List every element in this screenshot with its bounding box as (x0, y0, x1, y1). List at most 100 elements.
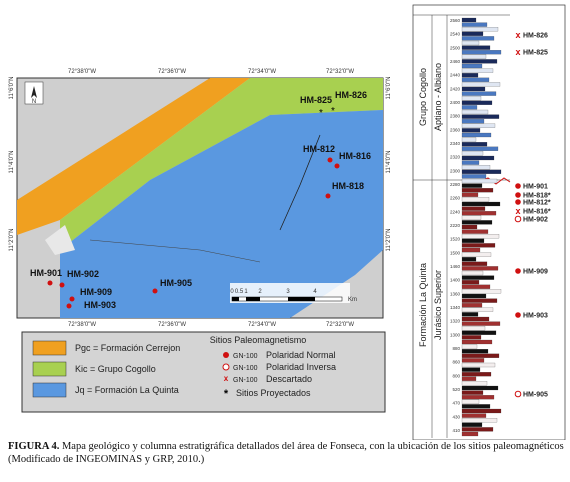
unit-name: Formación La Quinta (418, 263, 428, 347)
bed (461, 17, 477, 23)
site-marker (514, 390, 522, 398)
bed (461, 165, 491, 170)
scale-label: 0.5 (235, 289, 244, 295)
bed (461, 77, 490, 82)
symbol-discarded: x (224, 374, 229, 383)
bed (461, 326, 486, 331)
bed (461, 114, 500, 119)
alluvium (45, 225, 75, 255)
bed (461, 27, 499, 32)
bed (461, 215, 482, 220)
bed (461, 109, 489, 115)
bed (461, 349, 489, 354)
site-marker (69, 296, 75, 302)
scale-label: 2 (258, 289, 262, 295)
swatch (32, 340, 67, 356)
site-marker (514, 215, 522, 223)
legend-unit: Jq = Formación La Quinta (75, 385, 179, 395)
legend-code: GN-100 (233, 365, 258, 372)
scale-unit: Km (348, 297, 357, 303)
strat-column: Grupo Cogollo Aptiano - Albiano Formació… (412, 4, 566, 441)
bed (461, 252, 492, 257)
north-arrow (31, 86, 37, 98)
legend-box (21, 331, 386, 413)
bed (461, 86, 486, 92)
bed (461, 183, 483, 188)
site-marker (325, 193, 331, 199)
legend-code: GN-100 (233, 353, 258, 360)
depth-label: 2240 (450, 209, 461, 214)
scale-seg (246, 297, 260, 301)
site-label: HM-816 (339, 151, 371, 161)
depth-label: 2380 (450, 114, 461, 119)
bed (461, 119, 485, 124)
site-marker (334, 163, 340, 169)
legend-text: Polaridad Inversa (266, 362, 336, 372)
bed (461, 247, 481, 253)
site-label: HM-905 (160, 278, 192, 288)
bed (461, 367, 481, 372)
scale-label: 1 (244, 289, 248, 295)
bed (461, 132, 492, 138)
bed (461, 31, 484, 36)
bed (461, 211, 497, 216)
column-site-label: HM-818* (523, 193, 551, 200)
depth-label: 1460 (450, 264, 461, 269)
bed (461, 63, 483, 69)
bed (461, 137, 477, 142)
coord-label: 72°34'0"W (248, 322, 276, 328)
bed (461, 312, 479, 317)
bed (461, 169, 502, 174)
depth-label: 2460 (450, 59, 461, 64)
bed (461, 353, 500, 358)
depth-label: 1340 (450, 305, 461, 310)
legend-text: Polaridad Normal (266, 350, 336, 360)
site-marker (515, 183, 521, 189)
caption-label: FIGURA 4. (8, 441, 60, 452)
bed (461, 289, 502, 294)
coord-label: 11°6'0"N (9, 77, 15, 100)
bed (461, 280, 480, 285)
bed (461, 243, 496, 248)
depth-label: 470 (452, 401, 460, 406)
bed (461, 293, 487, 299)
column-site-label: HM-901 (523, 184, 548, 191)
bed (461, 192, 479, 197)
bed (461, 422, 483, 427)
depth-label: 2320 (450, 155, 461, 160)
unit-name: Grupo Cogollo (418, 68, 428, 126)
site-marker (515, 268, 521, 274)
coord-label: 11°6'0"N (386, 77, 392, 100)
depth-label: 2560 (450, 18, 461, 23)
depth-label: 430 (452, 414, 460, 419)
bed (461, 100, 493, 105)
depth-label: 2280 (450, 182, 461, 187)
coord-label: 11°2'0"N (386, 229, 392, 252)
scale-seg (232, 297, 239, 301)
bed (461, 316, 490, 322)
legend-code: GN-100 (233, 377, 258, 384)
scale-label: 3 (286, 289, 290, 295)
bed (461, 339, 493, 345)
bed (461, 59, 498, 64)
bed (461, 362, 496, 368)
coord-label: 72°34'0"W (248, 69, 276, 75)
coord-label: 72°32'0"W (326, 69, 354, 75)
bed (461, 358, 485, 363)
legend-unit: Pgc = Formación Cerrejon (75, 343, 180, 353)
depth-label: 410 (452, 428, 460, 433)
bed (461, 82, 501, 87)
depth-label: 2260 (450, 196, 461, 201)
bed (461, 270, 484, 276)
depth-label: 2340 (450, 141, 461, 146)
bed (461, 91, 497, 96)
contact (89, 239, 261, 263)
coord-label: 72°36'0"W (158, 322, 186, 328)
bed (461, 284, 491, 289)
bed (461, 188, 494, 193)
bed (461, 330, 497, 335)
depth-label: 2300 (450, 168, 461, 173)
bed (461, 105, 478, 110)
depth-label: 2440 (450, 73, 461, 78)
